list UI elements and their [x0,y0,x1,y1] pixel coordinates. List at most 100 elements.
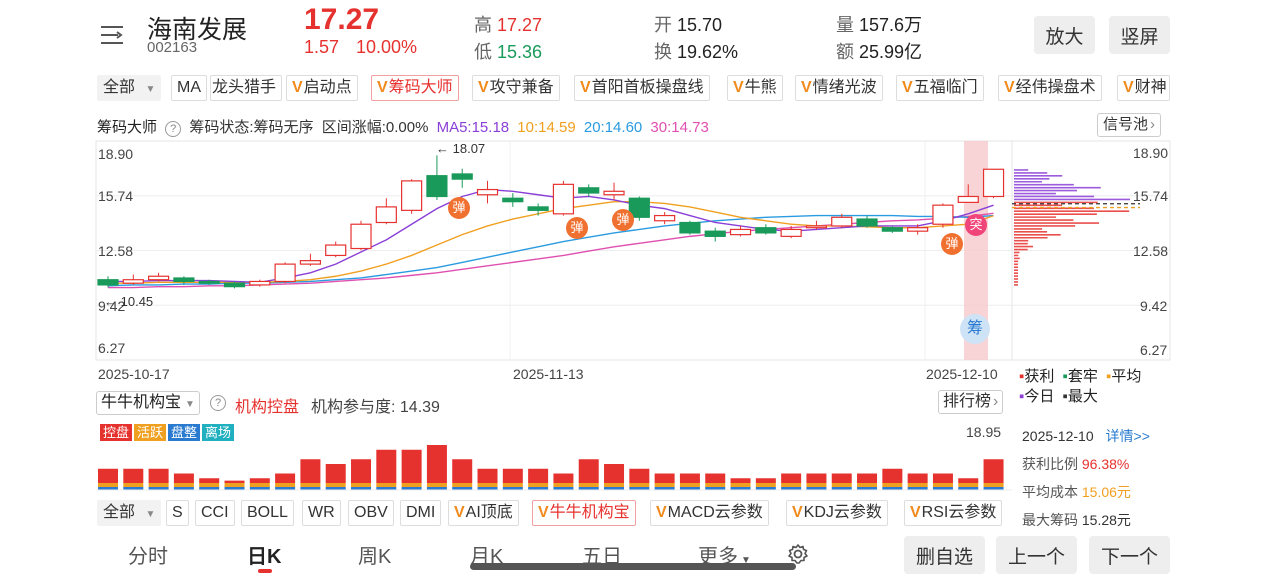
indicator-chip-cci[interactable]: CCI [195,500,235,526]
v-icon: V [1123,79,1134,96]
tool-chip-emotion-wave[interactable]: V情绪光波 [795,75,883,101]
tab-more-label: 更多 [698,546,738,568]
v-icon: V [538,504,549,521]
volume-segment [502,468,523,483]
indicator-chip-institution[interactable]: V牛牛机构宝 [532,500,636,526]
tool-chip-label: 牛熊 [744,79,777,96]
volume-segment [983,459,1004,483]
detail-link[interactable]: 详情>> [1105,428,1150,444]
low-value: 15.36 [497,42,543,62]
v-icon: V [377,79,388,96]
open-label: 开 [654,15,672,35]
break-badge[interactable]: 突 [965,214,987,236]
price-change-pct: 10.00% [356,37,418,57]
indicator-chip-dmi[interactable]: DMI [400,500,442,526]
tool-chip-leader[interactable]: 龙头猎手 [210,75,282,101]
legend-trapped: 套牢 [1067,368,1098,385]
all-indicators-dropdown[interactable]: 全部 ▼ [97,500,162,526]
bounce-badge[interactable]: 弹 [566,217,588,239]
volume-segment [224,480,245,483]
indicator-chip-wr[interactable]: WR [302,500,341,526]
turnover-stat: 换 19.62% [654,38,738,64]
bounce-badge[interactable]: 弹 [448,197,470,219]
caret-down-icon: ▼ [145,84,156,95]
avg-cost-label: 平均成本 [1022,484,1078,500]
help-icon[interactable]: ? [210,395,226,411]
volume-segment [452,487,473,490]
volume-segment [351,459,372,483]
tab-more[interactable]: 更多 ▼ [698,540,751,569]
indicator-chip-label: AI顶底 [465,504,513,521]
ma5-value: MA5:15.18 [436,119,510,136]
indicator-chip-rsi[interactable]: VRSI云参数 [904,500,1003,526]
tool-chip-attack-defense[interactable]: V攻守兼备 [472,75,560,101]
portrait-button[interactable]: 竖屏 [1109,16,1170,54]
volume-segment [224,487,245,490]
ranking-button[interactable]: 排行榜 › [938,390,1004,414]
tag-consolidate: 盘整 [168,424,201,441]
indicator-chip-ai-top-bottom[interactable]: VAI顶底 [448,500,519,526]
bounce-badge[interactable]: 弹 [612,209,634,231]
volume-segment [958,487,979,490]
x-tick-label: 2025-12-10 [926,366,998,382]
signal-pool-button[interactable]: 信号池 › [1097,113,1162,137]
help-icon[interactable]: ? [165,121,182,137]
tool-chip-bull-bear[interactable]: V牛熊 [727,75,783,101]
y-tick-label-right: 15.74 [1133,188,1169,204]
tab-monthly-k[interactable]: 月K [470,546,504,568]
menu-icon[interactable] [100,24,124,46]
volume-segment [705,483,726,487]
volume-segment [857,487,878,490]
v-icon: V [292,79,303,96]
sub-indicator-selector[interactable]: 牛牛机构宝 ▼ [96,391,200,415]
stock-name: 海南发展 [147,16,248,44]
indicator-chip-boll[interactable]: BOLL [241,500,294,526]
chip-badge[interactable]: 筹 [960,314,990,344]
indicator-chip-s[interactable]: S [166,500,189,526]
bounce-badge[interactable]: 弹 [941,233,963,255]
stock-code: 002163 [147,39,198,56]
tab-five-day[interactable]: 五日 [582,546,622,568]
volume-segment [907,487,928,490]
candle-body [325,244,347,257]
tool-chip-first-board[interactable]: V首阳首板操盘线 [574,75,710,101]
indicator-chip-obv[interactable]: OBV [348,500,394,526]
tab-intraday[interactable]: 分时 [128,546,168,568]
volume-value: 157.6万 [859,15,923,35]
tag-control: 控盘 [100,424,133,441]
tool-chip-ma[interactable]: MA [171,75,207,101]
tool-chip-start[interactable]: V启动点 [286,75,358,101]
volume-segment [528,468,549,483]
volume-segment [781,483,802,487]
volume-segment [654,473,675,483]
tool-chip-fortune-god[interactable]: V财神 [1117,75,1170,101]
volume-segment [123,487,144,490]
volume-segment [528,483,549,487]
v-icon: V [801,79,812,96]
tab-weekly-k[interactable]: 周K [358,546,392,568]
ma5-line [108,188,994,284]
tool-chip-five-fortune[interactable]: V五福临门 [896,75,984,101]
volume-segment [958,478,979,483]
amount-value: 25.99亿 [859,42,923,62]
y-tick-label-right: 12.58 [1133,243,1169,259]
tool-chip-chip-master[interactable]: V筹码大师 [371,75,459,101]
gear-icon[interactable] [787,543,809,565]
y-tick-label-left: 15.74 [98,188,134,204]
candle-body [780,228,802,237]
next-stock-button[interactable]: 下一个 [1089,536,1170,574]
prev-stock-button[interactable]: 上一个 [996,536,1077,574]
delete-watchlist-button[interactable]: 删自选 [904,536,985,574]
indicator-chip-kdj[interactable]: VKDJ云参数 [786,500,888,526]
tab-daily-k[interactable]: 日K [247,546,282,568]
all-tools-dropdown[interactable]: 全部 ▼ [97,75,162,101]
indicator-chip-macd[interactable]: VMACD云参数 [650,500,769,526]
tool-chip-jingwei[interactable]: V经伟操盘术 [998,75,1102,101]
chip-state: 筹码状态:筹码无序 [189,119,314,136]
candle-body [198,280,220,284]
zoom-button[interactable]: 放大 [1034,16,1095,54]
ma30-value: 30:14.73 [650,119,709,136]
volume-segment [629,483,650,487]
indicator-chip-label: RSI云参数 [921,504,997,521]
